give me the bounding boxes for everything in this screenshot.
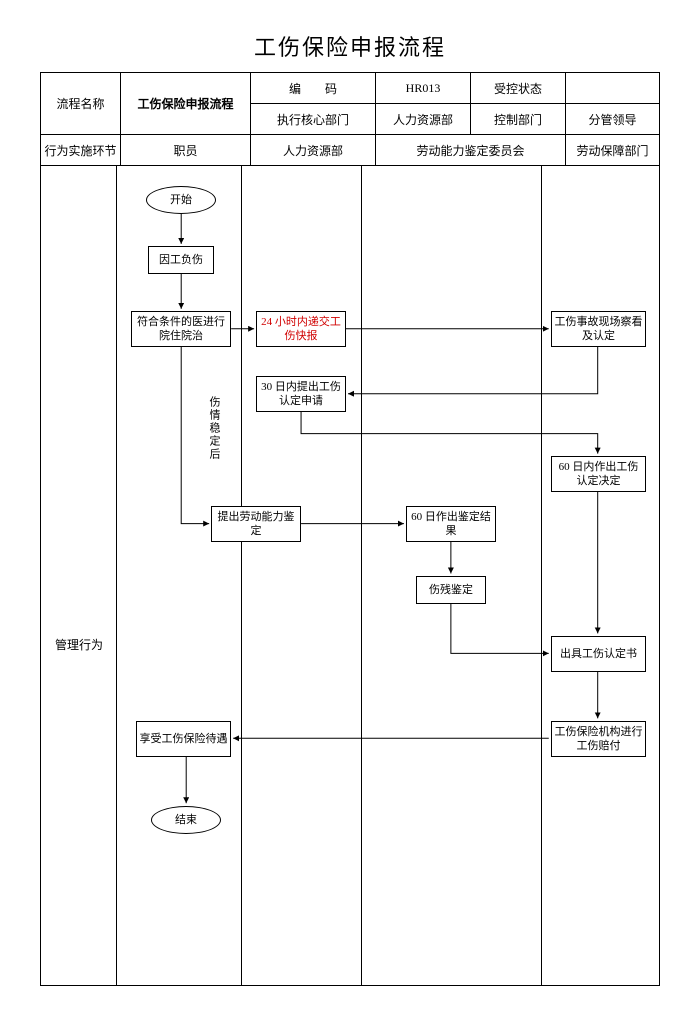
node-60d-decide: 60 日内作出工伤认定决定 <box>551 456 646 492</box>
node-hospital: 符合条件的医进行院住院治 <box>131 311 231 347</box>
col-divider-1 <box>116 166 117 985</box>
hdr-r2c5: 控制部门 <box>471 104 566 135</box>
hdr-r2c6: 分管领导 <box>566 104 660 135</box>
page-title: 工伤保险申报流程 <box>40 30 660 62</box>
hdr-r1c2: 工伤保险申报流程 <box>121 73 251 135</box>
node-60d-result: 60 日作出鉴定结果 <box>406 506 496 542</box>
hdr-r1c3: 编 码 <box>251 73 376 104</box>
hdr-r3c45: 劳动能力鉴定委员会 <box>376 135 566 166</box>
hdr-r3c6: 劳动保障部门 <box>566 135 660 166</box>
node-end: 结束 <box>151 806 221 834</box>
node-injury: 因工负伤 <box>148 246 214 274</box>
hdr-r1c6 <box>566 73 660 104</box>
node-ability-apply: 提出劳动能力鉴定 <box>211 506 301 542</box>
side-label: 管理行为 <box>49 636 109 654</box>
node-30d-apply: 30 日内提出工伤认定申请 <box>256 376 346 412</box>
flowchart-area: 管理行为 开始 因工负伤 符合条件的医进行院住院治 24 小时内递交工伤快报 3… <box>40 166 660 986</box>
node-scene-check: 工伤事故现场察看及认定 <box>551 311 646 347</box>
col-divider-2 <box>241 166 242 985</box>
hdr-r1c5: 受控状态 <box>471 73 566 104</box>
page: 工伤保险申报流程 流程名称 工伤保险申报流程 编 码 HR013 受控状态 执行… <box>0 0 700 1030</box>
hdr-r3c1: 行为实施环节 <box>41 135 121 166</box>
hdr-r1c1: 流程名称 <box>41 73 121 135</box>
hdr-r3c3: 人力资源部 <box>251 135 376 166</box>
hdr-r3c2: 职员 <box>121 135 251 166</box>
hdr-r2c4: 人力资源部 <box>376 104 471 135</box>
node-start: 开始 <box>146 186 216 214</box>
node-benefit: 享受工伤保险待遇 <box>136 721 231 757</box>
header-table: 流程名称 工伤保险申报流程 编 码 HR013 受控状态 执行核心部门 人力资源… <box>40 72 660 166</box>
node-disability: 伤残鉴定 <box>416 576 486 604</box>
node-cert: 出具工伤认定书 <box>551 636 646 672</box>
node-24h-report: 24 小时内递交工伤快报 <box>256 311 346 347</box>
hdr-r2c3: 执行核心部门 <box>251 104 376 135</box>
col-divider-3 <box>361 166 362 985</box>
arrows-layer <box>41 166 659 985</box>
col-divider-4 <box>541 166 542 985</box>
label-stable: 伤情稳定后 <box>206 396 222 461</box>
hdr-r1c4: HR013 <box>376 73 471 104</box>
node-compensate: 工伤保险机构进行工伤赔付 <box>551 721 646 757</box>
